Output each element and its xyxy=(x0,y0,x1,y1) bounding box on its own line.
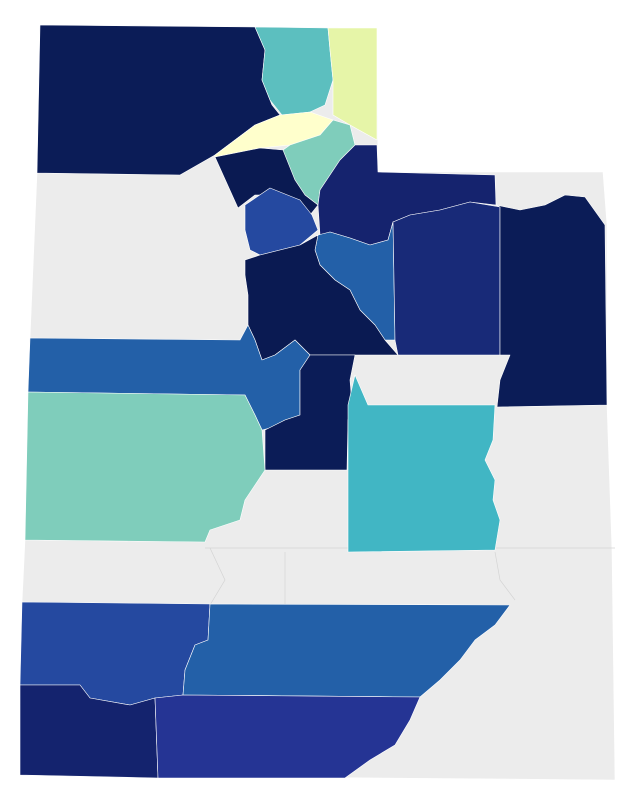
county xyxy=(182,603,511,698)
county xyxy=(327,27,378,141)
county xyxy=(24,391,266,543)
county xyxy=(495,194,608,408)
county-border xyxy=(209,547,226,606)
county xyxy=(19,684,159,779)
county-border xyxy=(494,551,516,601)
county xyxy=(264,354,356,471)
county xyxy=(154,694,421,779)
counties xyxy=(19,24,616,781)
county xyxy=(347,374,501,553)
county xyxy=(392,201,501,356)
